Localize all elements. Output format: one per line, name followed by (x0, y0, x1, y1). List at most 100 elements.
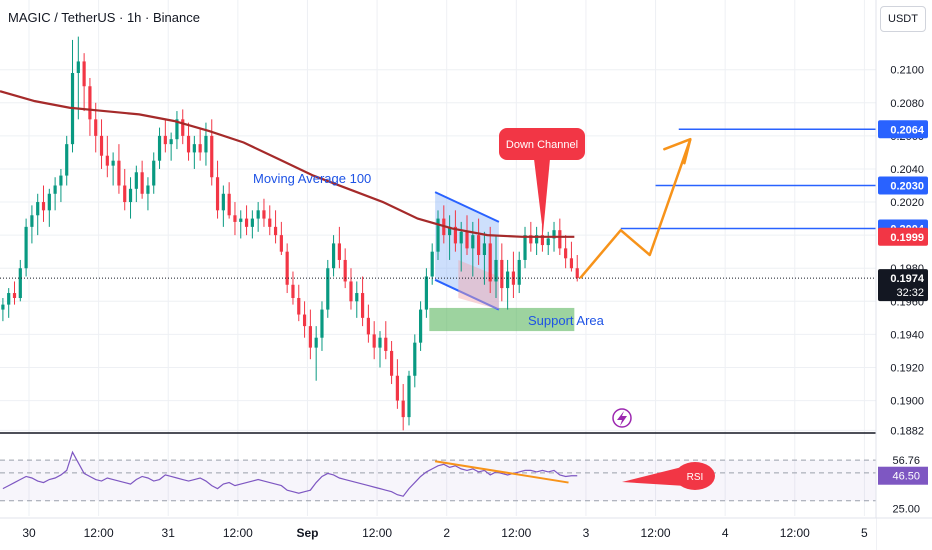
down-channel-callout: Down Channel (499, 128, 585, 233)
candle-body (308, 326, 312, 348)
time-tick-label: 12:00 (84, 526, 114, 540)
candle-body (465, 231, 469, 249)
projection-arrowhead (663, 137, 692, 165)
candle-body (1, 304, 5, 310)
down-channel-label: Down Channel (506, 139, 578, 151)
candle-body (221, 193, 225, 211)
time-axis-bg (0, 518, 876, 550)
price-badge (878, 120, 928, 139)
currency-button[interactable]: USDT (880, 6, 926, 32)
time-tick-label: 30 (22, 526, 36, 540)
candle-body (430, 251, 434, 277)
candle-body (186, 135, 191, 153)
candle-body (360, 293, 365, 318)
candle-body (436, 218, 440, 252)
candle-body (215, 177, 220, 211)
price-tick-label: 0.2080 (890, 98, 924, 110)
support-area-label: Support Area (528, 313, 605, 328)
candle-body (117, 160, 121, 186)
candle-body (146, 185, 150, 194)
rsi-divergence-line (434, 460, 569, 484)
candle-body (36, 202, 40, 216)
candle-body (82, 61, 86, 87)
candle-body (546, 238, 550, 246)
grid (0, 0, 876, 516)
rsi-callout-pointer (622, 466, 686, 486)
candle-body (523, 235, 527, 260)
candle-body (424, 276, 428, 310)
candle-body (471, 235, 475, 249)
candle-body (30, 215, 34, 227)
candle-body (111, 160, 115, 166)
current-price-badge (878, 269, 928, 302)
candle-body (59, 175, 63, 186)
price-tick-label: 0.2020 (890, 197, 924, 209)
down-channel-callout-box (499, 128, 585, 160)
candle-body (7, 293, 11, 305)
candle-body (337, 243, 341, 260)
price-badge (878, 227, 928, 246)
candle-body (273, 226, 278, 236)
rsi-callout-bubble (675, 462, 715, 490)
price-tick-label: 0.2100 (890, 65, 924, 77)
time-tick-label: 3 (583, 526, 590, 540)
candle-body (389, 350, 394, 376)
down-channel-upper-line (434, 191, 500, 223)
current-price-label: 0.1974 (890, 273, 925, 285)
price-tick-label: 0.1940 (890, 329, 924, 341)
candle-body (169, 139, 173, 145)
rsi-current-badge (878, 466, 928, 485)
candle-body (564, 248, 568, 259)
candle-body (535, 235, 539, 244)
candle-body (227, 193, 231, 216)
rsi-tick-label: 56.76 (892, 455, 920, 467)
candle-body (256, 210, 260, 219)
candle-body (320, 309, 324, 338)
time-tick-label: 12:00 (501, 526, 531, 540)
candle-body (494, 259, 498, 282)
candle-body (378, 337, 382, 348)
candle-body (99, 135, 104, 156)
candle-body (24, 226, 28, 269)
down-channel-callout-pointer (534, 159, 550, 233)
projection-path (579, 138, 692, 279)
candle-body (517, 259, 521, 285)
candle-body (540, 235, 545, 246)
rsi-tick-label: 25.00 (892, 503, 920, 515)
candle-body (366, 317, 370, 335)
time-tick-label: 5 (861, 526, 868, 540)
chart-title: MAGIC / TetherUS · 1h · Binance (8, 10, 200, 25)
candle-body (181, 119, 185, 136)
candle-body (163, 135, 167, 145)
candle-body (175, 119, 179, 140)
candle-body (41, 202, 46, 211)
price-tick-label: 0.1900 (890, 396, 924, 408)
support-area-box (429, 307, 575, 332)
candle-body (558, 230, 562, 249)
time-tick-label: 12:00 (641, 526, 671, 540)
candle-body (488, 243, 492, 282)
candle-body (123, 185, 127, 203)
candle-body (355, 293, 359, 302)
candle-body (349, 281, 353, 302)
candle-body (47, 193, 51, 211)
price-badge-label: 0.1999 (890, 232, 924, 244)
rsi-band (0, 460, 876, 501)
candle-body (500, 259, 504, 289)
candle-body (482, 243, 487, 255)
candle-body (575, 268, 579, 279)
candle-body (18, 268, 22, 298)
time-tick-label: 31 (162, 526, 176, 540)
candle-body (326, 268, 330, 310)
candle-body (105, 155, 109, 166)
candle-body (128, 188, 133, 203)
candle-body (88, 86, 92, 120)
flash-icon[interactable] (612, 408, 632, 428)
moving-average-label: Moving Average 100 (253, 171, 371, 186)
rsi-current-label: 46.50 (892, 471, 920, 483)
candle-body (250, 218, 254, 227)
price-badge-label: 0.2064 (890, 124, 925, 136)
candle-body (395, 375, 399, 401)
